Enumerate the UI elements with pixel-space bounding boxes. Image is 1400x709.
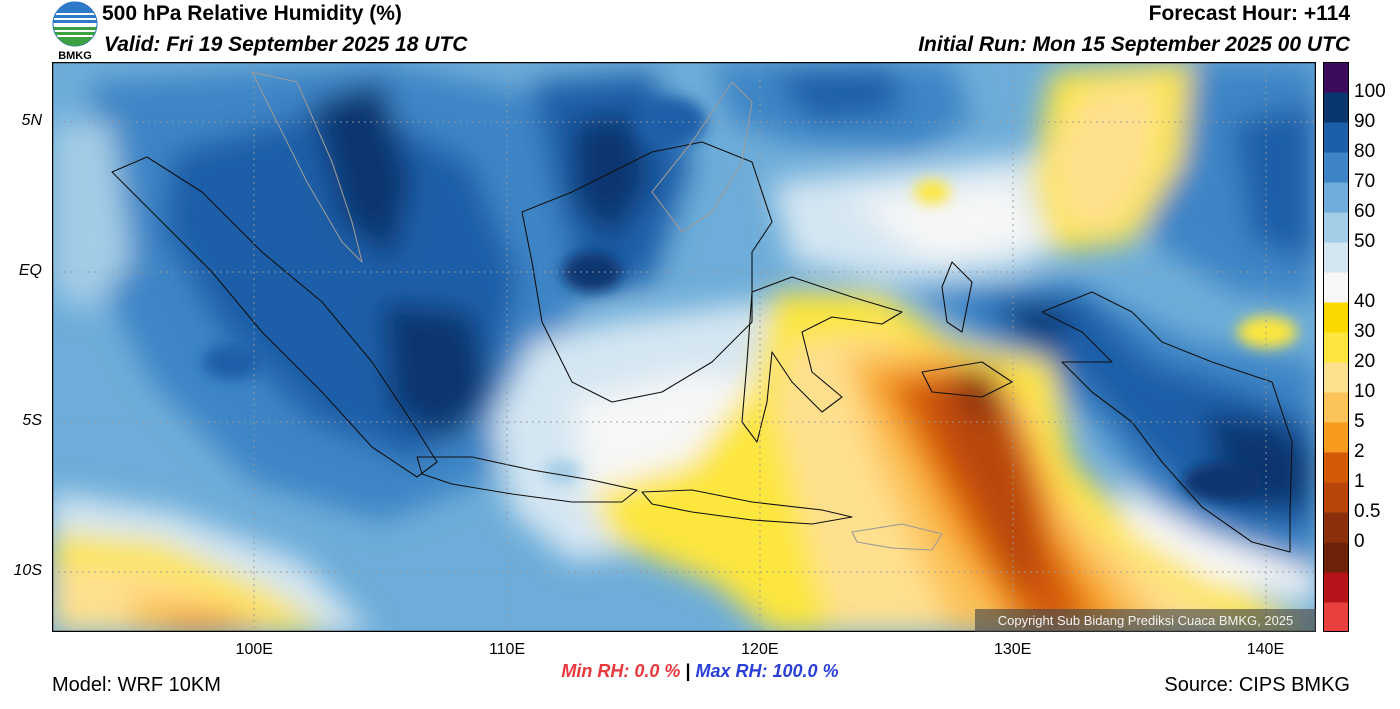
colorbar-label: 1 bbox=[1354, 471, 1365, 492]
colorbar-swatch bbox=[1323, 302, 1349, 333]
colorbar-label: 70 bbox=[1354, 171, 1376, 192]
lon-label: 140E bbox=[1246, 641, 1285, 658]
colorbar-label: 90 bbox=[1354, 111, 1376, 132]
initial-run: Initial Run: Mon 15 September 2025 00 UT… bbox=[918, 33, 1350, 56]
forecast-hour: Forecast Hour: +114 bbox=[1148, 2, 1350, 25]
model-label: Model: WRF 10KM bbox=[52, 674, 221, 696]
colorbar-label: 20 bbox=[1354, 351, 1376, 372]
colorbar-label: 0.5 bbox=[1354, 501, 1381, 522]
colorbar-swatch bbox=[1323, 332, 1349, 363]
lat-label: 5S bbox=[22, 412, 42, 429]
source-label: Source: CIPS BMKG bbox=[1164, 674, 1350, 696]
min-rh: Min RH: 0.0 % bbox=[561, 661, 681, 681]
humidity-map bbox=[52, 62, 1316, 632]
lon-label: 100E bbox=[235, 641, 273, 658]
lat-label: 10S bbox=[13, 562, 42, 579]
colorbar-label: 40 bbox=[1354, 291, 1376, 312]
colorbar-label: 100 bbox=[1354, 81, 1386, 102]
colorbar bbox=[1323, 62, 1349, 632]
svg-text:BMKG: BMKG bbox=[58, 50, 92, 60]
colorbar-label: 80 bbox=[1354, 141, 1376, 162]
colorbar-swatch bbox=[1323, 482, 1349, 513]
valid-time: Valid: Fri 19 September 2025 18 UTC bbox=[104, 33, 468, 56]
colorbar-swatch bbox=[1323, 422, 1349, 453]
lon-label: 130E bbox=[993, 641, 1032, 658]
colorbar-swatch bbox=[1323, 542, 1349, 573]
rh-stats: Min RH: 0.0 % | Max RH: 100.0 % bbox=[0, 661, 1400, 682]
lat-label: EQ bbox=[18, 262, 42, 279]
colorbar-label: 10 bbox=[1354, 381, 1376, 402]
colorbar-label: 5 bbox=[1354, 411, 1365, 432]
bmkg-logo: BMKG bbox=[52, 1, 98, 60]
colorbar-swatch bbox=[1323, 212, 1349, 243]
colorbar-swatch bbox=[1323, 392, 1349, 423]
colorbar-swatch bbox=[1323, 362, 1349, 393]
colorbar-label: 2 bbox=[1354, 441, 1365, 462]
colorbar-swatch bbox=[1323, 512, 1349, 543]
colorbar-label: 60 bbox=[1354, 201, 1376, 222]
colorbar-swatch bbox=[1323, 242, 1349, 273]
colorbar-swatch bbox=[1323, 602, 1349, 632]
colorbar-swatch bbox=[1323, 122, 1349, 153]
colorbar-swatch bbox=[1323, 572, 1349, 603]
lat-label: 5N bbox=[21, 112, 42, 129]
colorbar-swatch bbox=[1323, 152, 1349, 183]
colorbar-swatch bbox=[1323, 92, 1349, 123]
lon-label: 110E bbox=[488, 641, 526, 658]
chart-title: 500 hPa Relative Humidity (%) bbox=[102, 2, 402, 25]
colorbar-swatch bbox=[1323, 452, 1349, 483]
colorbar-swatch bbox=[1323, 182, 1349, 213]
colorbar-border bbox=[1323, 62, 1349, 632]
colorbar-swatch bbox=[1323, 272, 1349, 303]
colorbar-label: 0 bbox=[1354, 531, 1365, 552]
colorbar-label: 50 bbox=[1354, 231, 1376, 252]
max-rh: Max RH: 100.0 % bbox=[695, 661, 839, 681]
copyright-notice: Copyright Sub Bidang Prediksi Cuaca BMKG… bbox=[975, 609, 1316, 632]
colorbar-swatch bbox=[1323, 62, 1349, 93]
stats-separator: | bbox=[685, 661, 691, 681]
lon-label: 120E bbox=[741, 641, 779, 658]
colorbar-label: 30 bbox=[1354, 321, 1376, 342]
